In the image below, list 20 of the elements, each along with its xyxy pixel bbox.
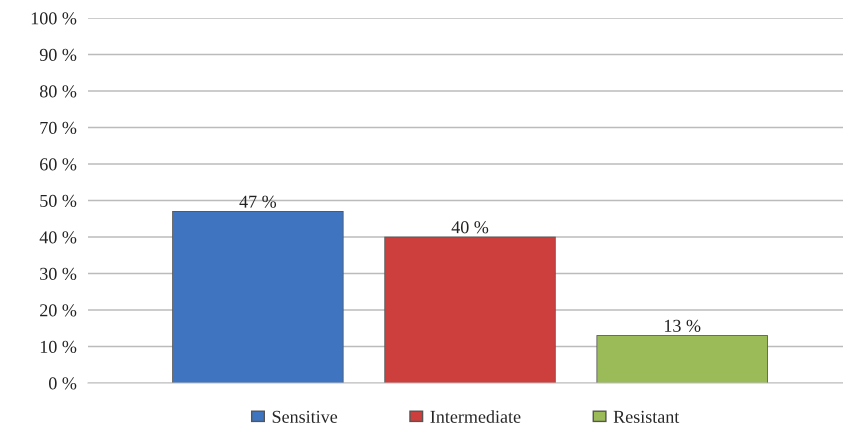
bar	[172, 211, 344, 383]
legend-label: Resistant	[614, 410, 680, 423]
bar	[384, 236, 556, 383]
legend-label: Intermediate	[430, 410, 520, 423]
y-tick-label: 0 %	[48, 377, 76, 390]
y-tick-label: 70 %	[40, 122, 76, 134]
bar	[596, 335, 768, 383]
y-tick-label: 40 %	[40, 231, 76, 244]
y-tick-label: 10 %	[40, 340, 76, 353]
y-tick-label: 60 %	[40, 158, 76, 170]
y-tick-label: 20 %	[40, 304, 76, 316]
y-tick-label: 50 %	[40, 194, 76, 207]
y-tick-label: 80 %	[40, 85, 76, 98]
data-label: 40 %	[452, 221, 488, 234]
y-tick-label: 90 %	[40, 48, 76, 61]
y-tick-label: 100 %	[32, 12, 76, 24]
legend-label: Sensitive	[272, 410, 338, 423]
data-label: 47 %	[239, 196, 276, 208]
y-tick-label: 30 %	[40, 268, 76, 280]
data-label: 13 %	[664, 320, 700, 332]
